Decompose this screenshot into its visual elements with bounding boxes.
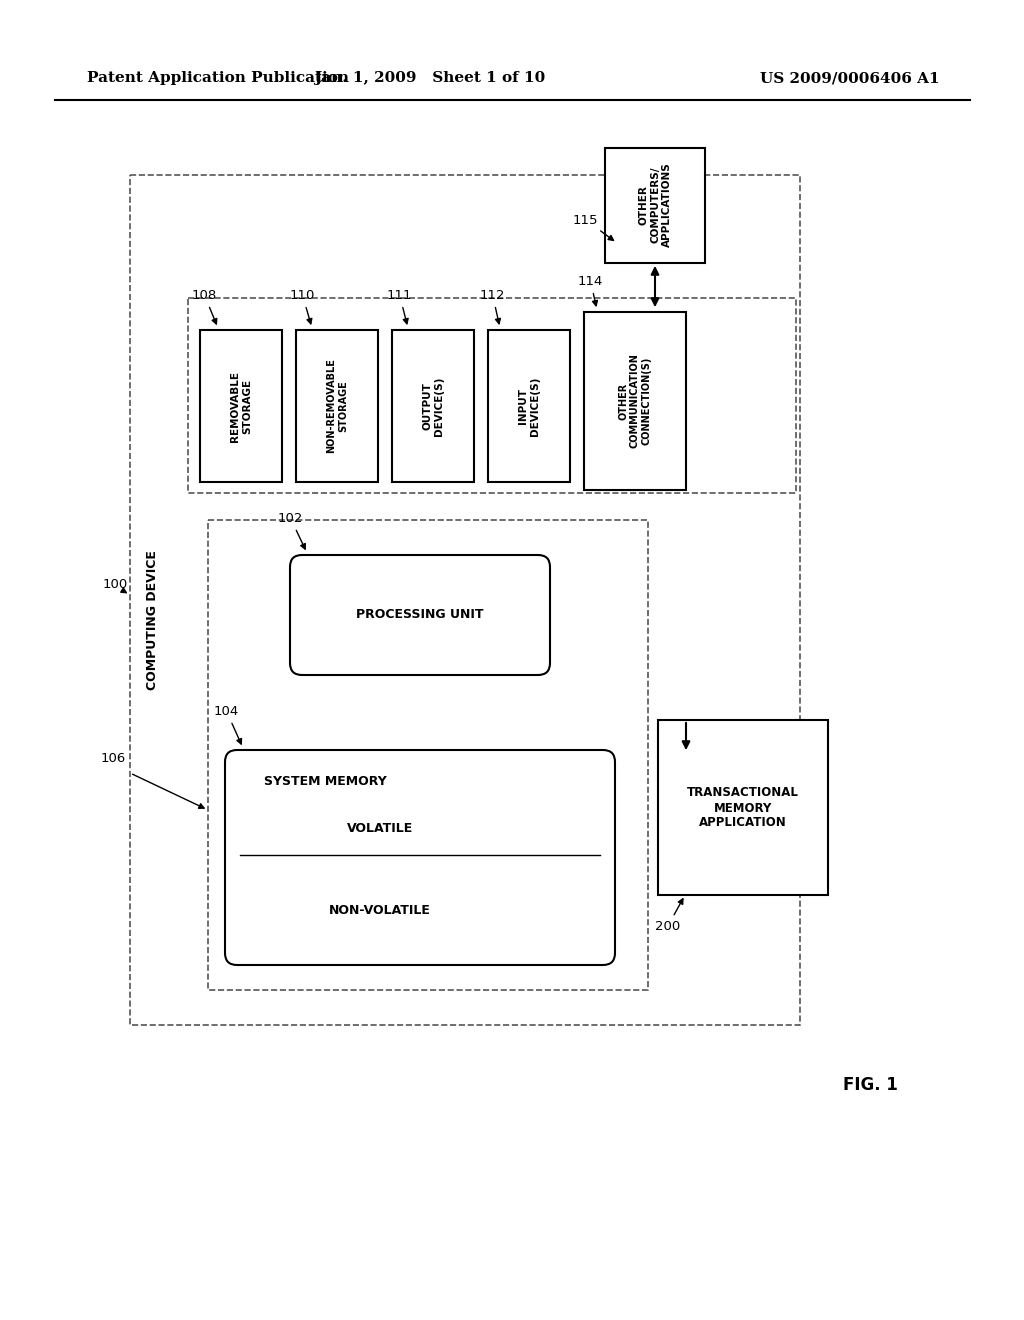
Text: OUTPUT
DEVICE(S): OUTPUT DEVICE(S) xyxy=(422,376,443,436)
Text: 112: 112 xyxy=(480,289,506,323)
Text: 100: 100 xyxy=(102,578,128,591)
FancyBboxPatch shape xyxy=(188,298,796,492)
FancyBboxPatch shape xyxy=(130,176,800,1026)
Text: PROCESSING UNIT: PROCESSING UNIT xyxy=(356,609,483,622)
Text: 115: 115 xyxy=(573,214,613,240)
FancyBboxPatch shape xyxy=(208,520,648,990)
Text: 104: 104 xyxy=(214,705,242,744)
FancyBboxPatch shape xyxy=(200,330,282,482)
Text: OTHER
COMPUTERS/
APPLICATIONS: OTHER COMPUTERS/ APPLICATIONS xyxy=(638,162,672,247)
FancyBboxPatch shape xyxy=(296,330,378,482)
Text: 106: 106 xyxy=(100,751,126,764)
Text: Patent Application Publication: Patent Application Publication xyxy=(87,71,349,84)
Text: 110: 110 xyxy=(290,289,315,323)
FancyBboxPatch shape xyxy=(605,148,705,263)
Text: 108: 108 xyxy=(193,289,217,323)
FancyBboxPatch shape xyxy=(225,750,615,965)
FancyBboxPatch shape xyxy=(584,312,686,490)
Text: TRANSACTIONAL
MEMORY
APPLICATION: TRANSACTIONAL MEMORY APPLICATION xyxy=(687,787,799,829)
Text: Jan. 1, 2009   Sheet 1 of 10: Jan. 1, 2009 Sheet 1 of 10 xyxy=(314,71,546,84)
Text: 102: 102 xyxy=(278,512,305,549)
Text: REMOVABLE
STORAGE: REMOVABLE STORAGE xyxy=(230,371,252,441)
Text: COMPUTING DEVICE: COMPUTING DEVICE xyxy=(145,550,159,690)
FancyBboxPatch shape xyxy=(392,330,474,482)
Text: 114: 114 xyxy=(578,275,603,306)
Text: VOLATILE: VOLATILE xyxy=(347,821,413,834)
FancyBboxPatch shape xyxy=(658,719,828,895)
Text: SYSTEM MEMORY: SYSTEM MEMORY xyxy=(263,775,386,788)
Text: OTHER
COMMUNICATION
CONNECTION(S): OTHER COMMUNICATION CONNECTION(S) xyxy=(618,354,651,449)
Text: INPUT
DEVICE(S): INPUT DEVICE(S) xyxy=(518,376,540,436)
Text: US 2009/0006406 A1: US 2009/0006406 A1 xyxy=(761,71,940,84)
FancyBboxPatch shape xyxy=(290,554,550,675)
Text: FIG. 1: FIG. 1 xyxy=(843,1076,897,1094)
FancyBboxPatch shape xyxy=(488,330,570,482)
Text: 111: 111 xyxy=(387,289,413,323)
Text: 200: 200 xyxy=(655,899,683,933)
Text: NON-REMOVABLE
STORAGE: NON-REMOVABLE STORAGE xyxy=(327,359,348,454)
Text: NON-VOLATILE: NON-VOLATILE xyxy=(329,903,431,916)
